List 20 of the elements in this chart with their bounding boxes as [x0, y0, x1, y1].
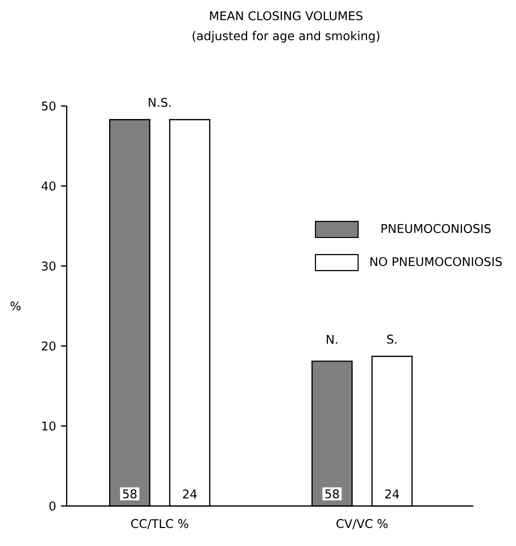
- annotation: 24: [182, 489, 197, 498]
- y-axis-title: %: [10, 301, 21, 311]
- annotation: N.S.: [148, 98, 171, 107]
- annotation: 58: [325, 489, 339, 498]
- annotation: N.: [326, 334, 338, 344]
- y-tick-label: 30: [42, 261, 56, 271]
- annotation: 24: [385, 489, 400, 498]
- annotation: 58: [123, 489, 137, 498]
- x-tick-label: CC/TLC %: [131, 519, 188, 530]
- y-tick-label: 50: [42, 101, 56, 111]
- y-tick-label: 20: [42, 341, 56, 351]
- y-tick-label: 0: [49, 501, 56, 511]
- x-tick-label: CV/VC %: [336, 519, 388, 530]
- chart-title: MEAN CLOSING VOLUMES: [210, 11, 362, 20]
- annotation: S.: [387, 334, 396, 344]
- y-tick-label: 10: [42, 421, 56, 431]
- legend-label: PNEUMOCONIOSIS: [382, 224, 491, 234]
- chart-subtitle: (adjusted for age and smoking): [192, 31, 380, 43]
- legend-label: NO PNEUMOCONIOSIS: [370, 257, 502, 266]
- y-tick-label: 40: [42, 181, 56, 191]
